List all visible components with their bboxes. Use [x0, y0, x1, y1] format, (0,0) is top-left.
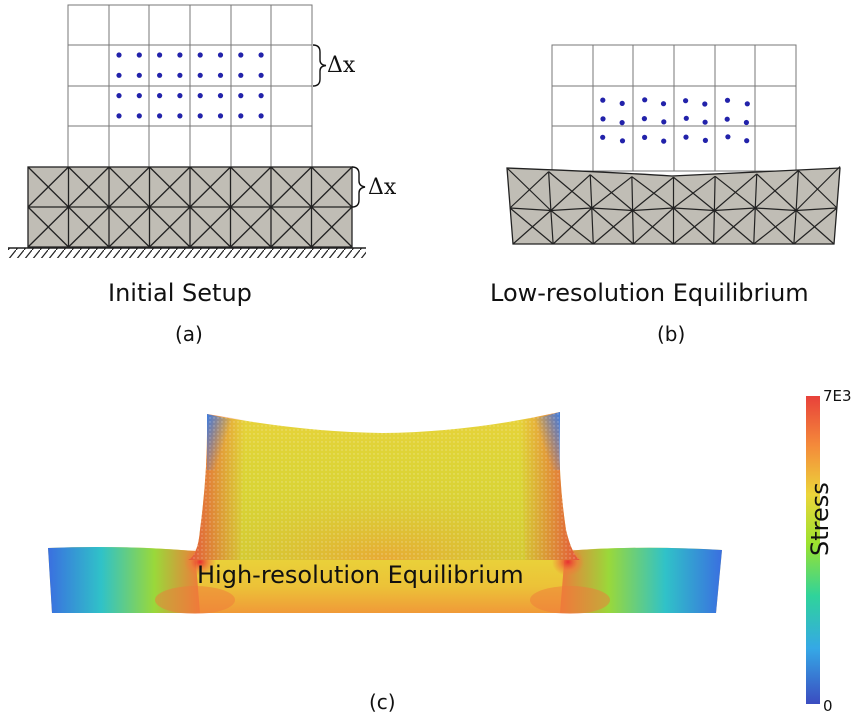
particle-dot — [116, 72, 122, 78]
particle-dot — [136, 113, 142, 119]
panel-a-elastic-mesh — [27, 166, 353, 248]
particle-dot — [702, 101, 708, 107]
colorbar-max-label: 7E3 — [823, 387, 852, 405]
particle-dot — [238, 113, 244, 119]
panel-a-title: Initial Setup — [108, 279, 252, 307]
particle-dot — [683, 98, 689, 104]
particle-dot — [157, 113, 163, 119]
particle-dot — [217, 52, 224, 58]
particle-dot — [683, 115, 689, 121]
particle-dot — [136, 72, 142, 78]
particle-dot — [724, 116, 730, 122]
particle-dot — [600, 134, 606, 140]
panel-c-sublabel: (c) — [369, 690, 396, 714]
colorbar-gradient — [806, 396, 820, 704]
particle-dot — [258, 52, 264, 58]
ground-hatch — [8, 247, 366, 258]
particle-dot — [600, 97, 606, 103]
particle-dot — [725, 134, 731, 140]
particle-dot — [660, 101, 667, 107]
panel-a-particles — [116, 52, 264, 119]
particle-dot — [238, 52, 244, 58]
particle-dot — [177, 113, 183, 119]
particle-dot — [642, 134, 648, 140]
panel-b-title: Low-resolution Equilibrium — [490, 279, 809, 307]
particle-dot — [641, 116, 648, 122]
particle-dot — [642, 97, 648, 103]
particle-dot — [197, 113, 203, 119]
particle-dot — [157, 93, 163, 99]
particle-dot — [661, 119, 667, 125]
particle-dot — [217, 93, 224, 99]
panel-b-grid — [551, 44, 797, 172]
colorbar-min-label: 0 — [823, 697, 833, 715]
delta-x-top-label: Δx — [327, 53, 356, 78]
panel-b — [506, 44, 841, 245]
panel-b-sublabel: (b) — [657, 322, 686, 346]
particle-dot — [116, 52, 122, 58]
particle-dot — [258, 72, 264, 78]
particle-dot — [683, 134, 689, 140]
particle-dot — [197, 93, 203, 99]
particle-dot — [724, 97, 731, 103]
panel-c — [48, 396, 820, 704]
particle-dot — [619, 138, 626, 144]
particle-dot — [619, 100, 625, 106]
delta-x-side-label: Δx — [368, 175, 397, 200]
particle-dot — [702, 137, 709, 143]
panel-c-title: High-resolution Equilibrium — [197, 561, 524, 589]
panel-a-grid — [67, 4, 313, 168]
particle-dot — [157, 72, 163, 78]
particle-dot — [217, 113, 224, 119]
particle-dot — [116, 93, 122, 99]
particle-dot — [177, 72, 183, 78]
panel-c-stress-field — [48, 412, 722, 614]
particle-dot — [217, 72, 224, 78]
particle-dot — [600, 116, 606, 122]
panel-b-elastic-mesh — [506, 166, 841, 245]
particle-dot — [238, 93, 244, 99]
brace-top — [312, 44, 327, 87]
panel-b-particles — [600, 97, 750, 144]
particle-dot — [197, 52, 203, 58]
particle-dot — [116, 113, 122, 119]
colorbar-title: Stress — [806, 482, 834, 556]
particle-dot — [238, 72, 244, 78]
particle-dot — [744, 101, 750, 107]
particle-dot — [702, 119, 708, 125]
panel-a — [8, 4, 366, 258]
particle-dot — [258, 93, 264, 99]
particle-dot — [743, 119, 750, 126]
particle-dot — [619, 120, 625, 126]
particle-dot — [157, 52, 163, 58]
particle-dot — [744, 138, 750, 144]
brace-side — [351, 166, 366, 208]
particle-dot — [177, 52, 183, 58]
particle-dot — [177, 93, 183, 99]
particle-dot — [661, 138, 667, 144]
particle-dot — [136, 93, 142, 99]
particle-dot — [136, 52, 142, 58]
particle-dot — [197, 72, 203, 78]
particle-dot — [258, 113, 264, 119]
colorbar — [806, 396, 820, 704]
panel-a-sublabel: (a) — [175, 322, 203, 346]
